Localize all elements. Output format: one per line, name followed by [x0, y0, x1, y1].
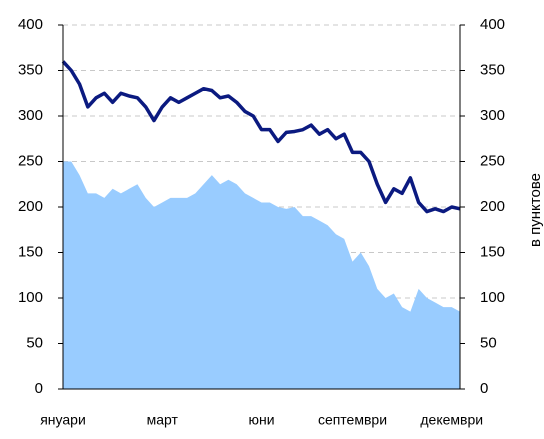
y2-tick-label: 200: [480, 198, 505, 215]
x-tick-label: юни: [248, 412, 274, 428]
y2-axis-label: в пунктове: [527, 173, 544, 247]
y-tick-label: 400: [18, 16, 43, 33]
y-tick-label: 150: [18, 243, 43, 260]
y-tick-label: 200: [18, 198, 43, 215]
x-tick-label: януари: [40, 412, 86, 428]
x-tick-label: март: [147, 412, 179, 428]
x-tick-label: септември: [318, 412, 387, 428]
y-tick-label: 350: [18, 61, 43, 78]
y2-tick-label: 350: [480, 61, 505, 78]
y2-tick-label: 0: [480, 380, 488, 397]
y2-tick-label: 400: [480, 16, 505, 33]
y2-tick-label: 100: [480, 289, 505, 306]
y-tick-label: 300: [18, 107, 43, 124]
y2-tick-label: 150: [480, 243, 505, 260]
line: [61, 60, 461, 214]
y-tick-label: 0: [35, 380, 43, 397]
y2-tick-label: 300: [480, 107, 505, 124]
area: [63, 161, 460, 389]
x-tick-label: декември: [420, 412, 483, 428]
y-tick-label: 100: [18, 289, 43, 306]
y2-tick-label: 50: [480, 334, 497, 351]
y2-tick-label: 250: [480, 152, 505, 169]
y-tick-label: 50: [26, 334, 43, 351]
y-tick-label: 250: [18, 152, 43, 169]
